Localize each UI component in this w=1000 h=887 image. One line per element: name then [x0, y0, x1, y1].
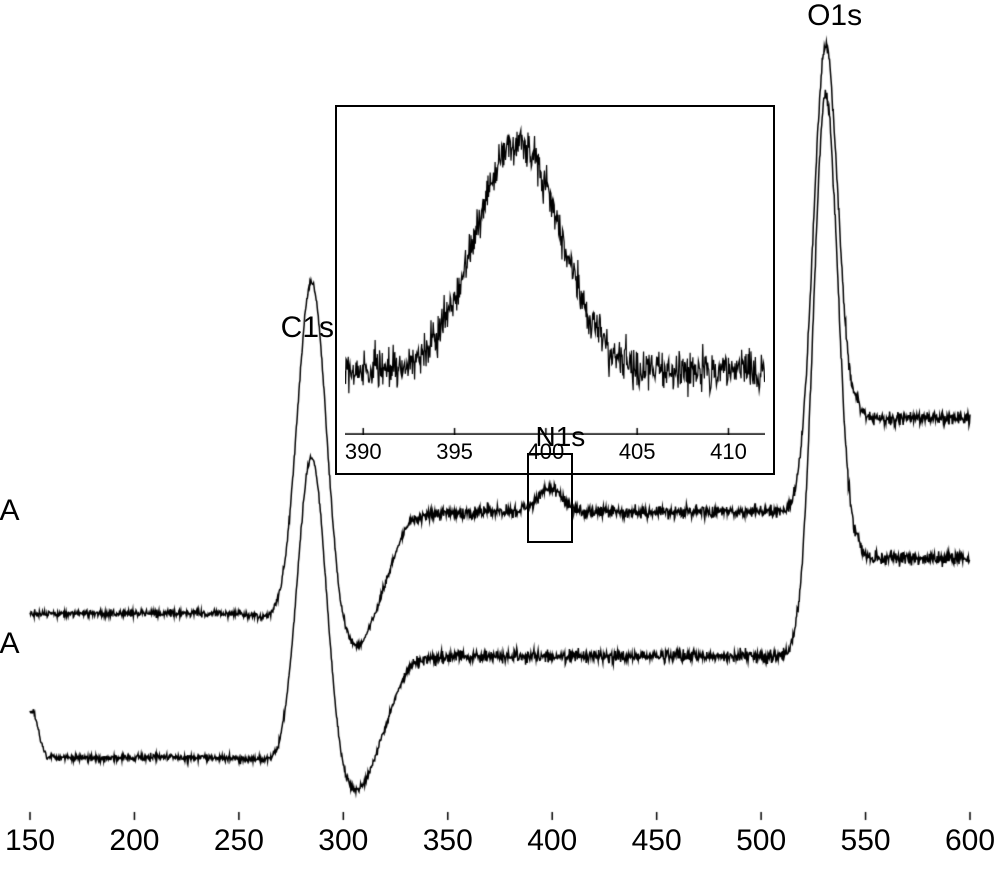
xps-n1s-inset-chart — [345, 115, 765, 435]
main-xtick: 450 — [632, 824, 682, 858]
inset-xtick: 395 — [436, 439, 473, 465]
main-xtick: 400 — [527, 824, 577, 858]
n1s-highlight-box — [527, 453, 573, 543]
inset-xtick: 400 — [528, 439, 565, 465]
label-plga: PLGA — [0, 627, 20, 661]
label-c1s: C1s — [281, 311, 334, 345]
main-xtick: 600 — [945, 824, 995, 858]
main-xtick: 200 — [109, 824, 159, 858]
inset-xtick: 410 — [710, 439, 747, 465]
label-o1s: O1s — [807, 0, 862, 33]
main-xtick: 300 — [318, 824, 368, 858]
main-xtick: 250 — [214, 824, 264, 858]
main-xtick: 550 — [841, 824, 891, 858]
main-xtick: 350 — [423, 824, 473, 858]
inset-xtick: 405 — [619, 439, 656, 465]
main-xtick: 500 — [736, 824, 786, 858]
inset-xtick: 390 — [345, 439, 382, 465]
main-xtick: 150 — [5, 824, 55, 858]
label-pei-plga: PEI-PLGA — [0, 494, 20, 528]
